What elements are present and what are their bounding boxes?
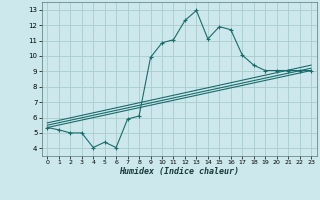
X-axis label: Humidex (Indice chaleur): Humidex (Indice chaleur) <box>119 167 239 176</box>
